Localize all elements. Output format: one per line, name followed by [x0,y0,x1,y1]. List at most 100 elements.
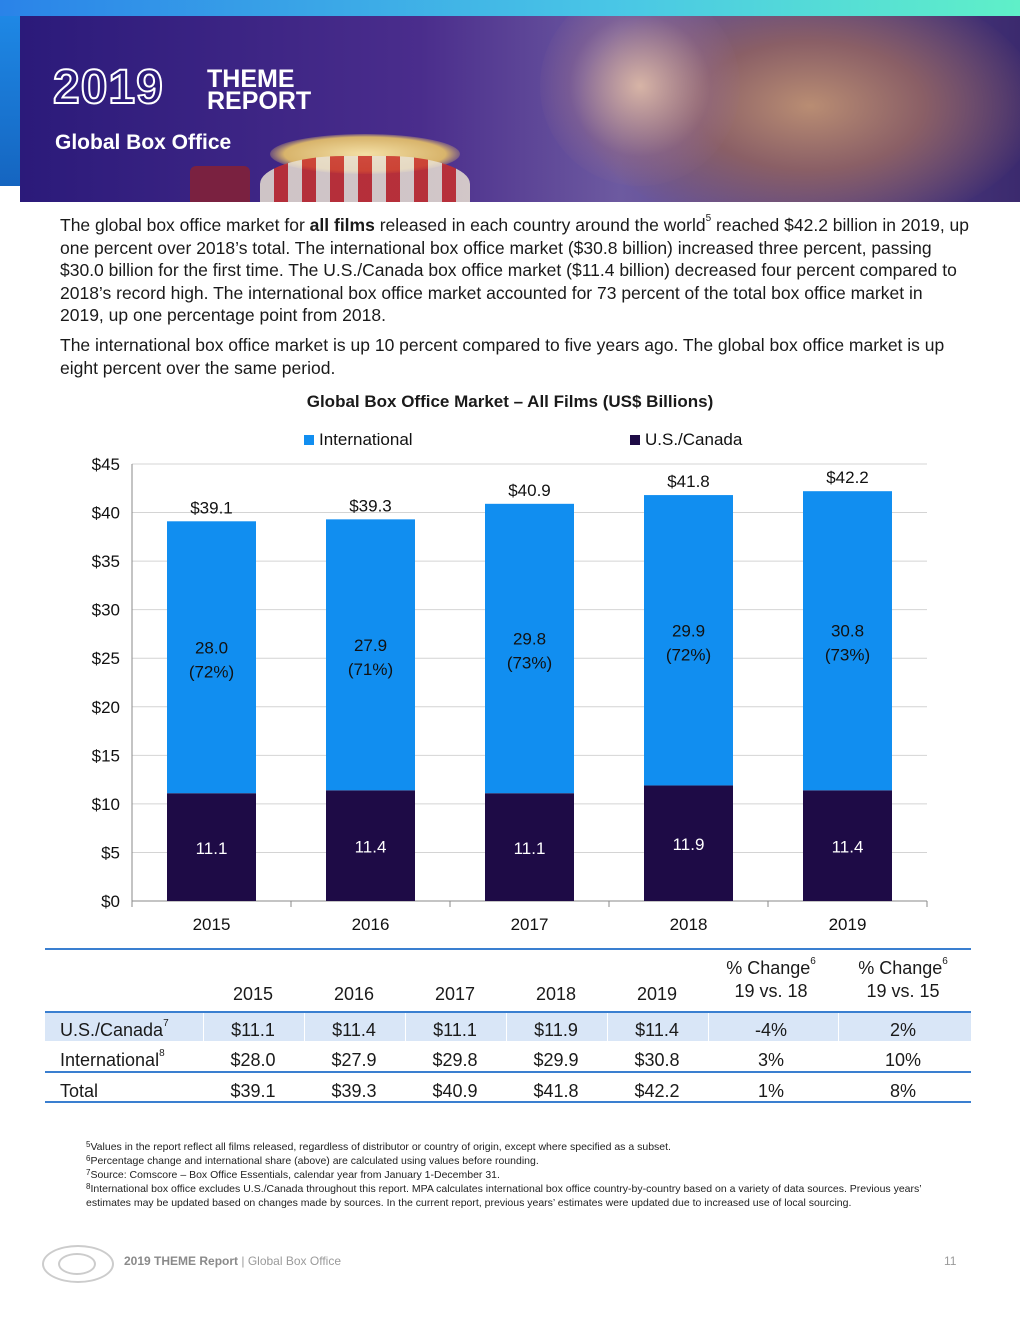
bar-us-canada [644,785,733,901]
x-tick-label: 2016 [352,915,390,934]
footnote-ref: 8 [159,1048,165,1059]
brand-report-word: REPORT [207,87,312,115]
table-column-separator [304,1013,305,1041]
table-cell: -4% [716,1019,826,1041]
table-row-label-text: Total [60,1081,99,1101]
footnote-ref: 6 [942,956,948,967]
table-cell: $28.0 [198,1049,308,1071]
table-cell-text: $29.9 [533,1050,579,1070]
footer-report-name: 2019 THEME Report [124,1254,239,1268]
footnote-text: International box office excludes U.S./C… [86,1183,922,1209]
table-rule-bottom [45,1101,971,1103]
international-share-label: (71%) [348,660,393,679]
table-cell: $29.8 [400,1049,510,1071]
intro-paragraph-2: The international box office market is u… [60,335,945,378]
table-cell: 2% [848,1019,958,1041]
legend-label: U.S./Canada [645,430,743,449]
top-accent-bar [0,0,1020,16]
table-cell: $29.9 [501,1049,611,1071]
table-column-separator [203,1013,204,1041]
table-cell: $11.1 [400,1019,510,1041]
footnote-text: Values in the report reflect all films r… [90,1141,671,1153]
international-data-label: 27.9 [354,636,387,655]
table-column-separator [607,1013,608,1041]
y-tick-label: $20 [92,698,120,717]
table-column-separator [405,1013,406,1041]
table-cell: 1% [716,1080,826,1102]
bar-us-canada [803,790,892,901]
mpa-logo-inner-icon [58,1253,96,1275]
table-cell-text: 2% [889,1020,916,1040]
x-tick-label: 2019 [829,915,867,934]
bar-us-canada [485,793,574,901]
table-header-change-1-sub: 19 vs. 18 [701,980,841,1002]
table-header-year: 2016 [309,983,399,1005]
footnote-ref: 6 [810,956,816,967]
table-cell-text: 8% [889,1081,916,1101]
table-cell-text: $27.9 [331,1050,377,1070]
footnote: 8International box office excludes U.S./… [86,1182,926,1210]
total-data-label: $42.2 [826,468,869,487]
table-column-separator [708,1013,709,1041]
footnote-number: 8 [86,1182,91,1191]
table-cell-text: $11.4 [332,1020,376,1040]
table-header-year-text: 2019 [636,984,678,1004]
international-data-label: 29.8 [513,630,546,649]
us-canada-data-label: 11.1 [196,839,228,858]
x-tick-label: 2017 [511,915,549,934]
table-cell: $39.3 [299,1080,409,1102]
table-rule-header [45,1011,971,1013]
y-tick-label: $40 [92,504,120,523]
footer-text: 2019 THEME Report | Global Box Office [124,1254,341,1268]
bar-international [167,521,256,794]
mpa-logo-icon [42,1245,114,1283]
table-cell-text: $41.8 [533,1081,579,1101]
brand-theme-word: THEME [207,65,295,93]
chart-title: Global Box Office Market – All Films (US… [306,392,714,411]
footnote: 5Values in the report reflect all films … [86,1140,926,1154]
brand-theme-report: THEME REPORT [207,65,312,115]
footnote-ref: 7 [163,1018,169,1029]
footnote-text: Percentage change and international shar… [90,1155,539,1167]
legend-swatch [630,435,640,445]
table-header-year: 2015 [208,983,298,1005]
page-footer: 2019 THEME Report | Global Box Office 11 [0,1245,1020,1283]
table-cell-text: $40.9 [432,1081,478,1101]
international-data-label: 28.0 [195,638,228,657]
table-cell-text: $28.0 [230,1050,276,1070]
table-cell-text: 3% [757,1050,784,1070]
intro-text-b: released in each country around the worl… [374,215,706,235]
y-tick-label: $10 [92,795,120,814]
bar-international [644,495,733,786]
international-share-label: (72%) [666,645,711,664]
table-cell-text: $39.3 [331,1081,377,1101]
y-tick-label: $0 [101,892,120,911]
table-row-label: U.S./Canada7 [60,1019,210,1041]
bar-us-canada [167,793,256,901]
table-row-label-text: U.S./Canada [60,1020,164,1040]
brand-year: 2019 [52,61,164,114]
table-row-shade [45,1013,971,1041]
table-cell-text: 1% [757,1081,784,1101]
y-tick-label: $15 [92,746,120,765]
table-header-year-text: 2016 [333,984,375,1004]
x-tick-label: 2018 [670,915,708,934]
us-canada-data-label: 11.9 [673,835,705,854]
y-tick-label: $5 [101,843,120,862]
table-cell: $30.8 [602,1049,712,1071]
total-data-label: $40.9 [508,481,551,500]
table-cell-text: 10% [884,1050,922,1070]
us-canada-data-label: 11.4 [832,838,864,857]
legend-label: International [319,430,413,449]
table-header-year: 2018 [511,983,601,1005]
page-number: 11 [944,1254,957,1268]
bar-international [485,503,574,794]
table-header-change-2-sub: 19 vs. 15 [833,980,973,1002]
legend-swatch [304,435,314,445]
international-share-label: (72%) [189,662,234,681]
table-rule-total [45,1071,971,1073]
table-cell-text: $11.9 [534,1020,578,1040]
total-data-label: $39.3 [349,496,392,515]
table-header-year-text: 2017 [434,984,476,1004]
footer-section: Global Box Office [247,1254,341,1268]
